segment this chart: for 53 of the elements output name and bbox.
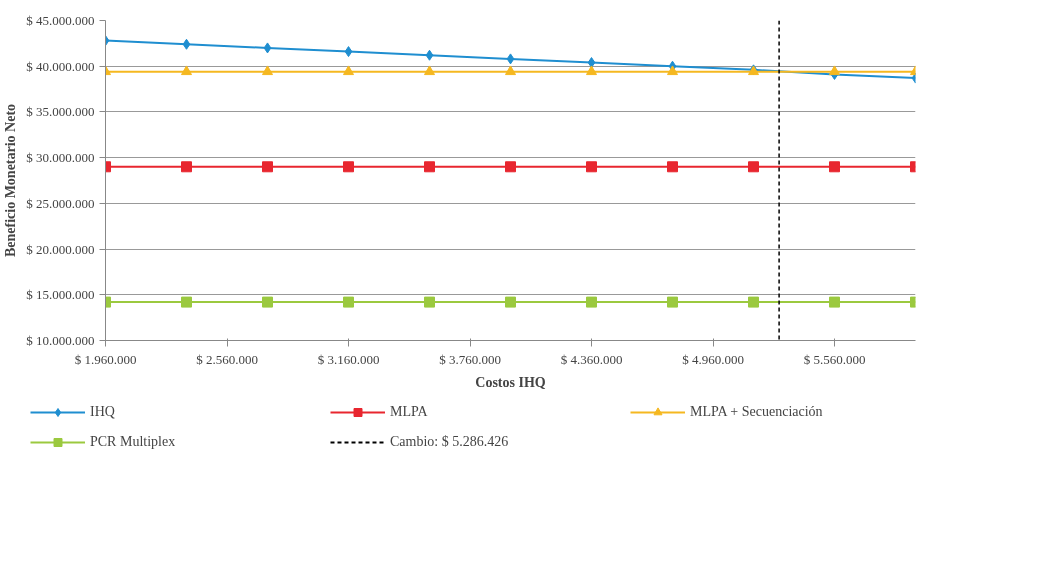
point (182, 38, 191, 50)
point (181, 65, 192, 76)
x-tick-label: $ 4.960.000 (682, 351, 744, 367)
legend-label: PCR Multiplex (90, 434, 177, 450)
x-tick-label: $ 3.760.000 (439, 351, 501, 367)
point (829, 296, 840, 308)
point (748, 296, 759, 308)
point (505, 161, 516, 173)
point (425, 49, 434, 61)
point (424, 65, 435, 76)
legend-label: MLPA + Secuenciación (690, 404, 824, 420)
point (829, 65, 840, 76)
point (667, 65, 678, 76)
y-tick-label: $ 25.000.000 (26, 195, 95, 211)
point (505, 296, 516, 308)
point (586, 161, 597, 173)
point (344, 46, 353, 58)
x-tick-label: $ 2.560.000 (196, 351, 258, 367)
x-tick-label: $ 3.160.000 (317, 351, 380, 367)
y-tick-label: $ 10.000.000 (26, 333, 95, 348)
y-tick-label: $ 20.000.000 (26, 241, 95, 257)
point (506, 53, 515, 65)
point (586, 296, 597, 308)
point (829, 161, 840, 173)
x-tick-label: $ 1.960.000 (74, 351, 137, 367)
point (586, 65, 597, 76)
x-tick-label: $ 4.360.000 (560, 351, 623, 367)
legend-label: MLPA (390, 404, 429, 420)
point (343, 65, 354, 76)
x-axis-title: Costos IHQ (475, 374, 546, 390)
y-axis-title: Beneficio Monetario Neto (3, 103, 19, 258)
y-tick-label: $ 40.000.000 (26, 58, 95, 74)
point (181, 296, 192, 308)
point (343, 296, 354, 308)
point (262, 161, 273, 173)
x-tick-label: $ 5.560.000 (803, 351, 866, 367)
point (424, 296, 435, 308)
y-tick-label: $ 35.000.000 (26, 104, 95, 120)
y-tick-label: $ 45.000.000 (26, 13, 95, 28)
point (181, 161, 192, 173)
legend-label: Cambio: $ 5.286.426 (390, 434, 510, 450)
point (667, 296, 678, 308)
y-tick-label: $ 15.000.000 (26, 287, 95, 303)
legend-label: IHQ (90, 404, 116, 420)
point (343, 161, 354, 173)
y-tick-label: $ 30.000.000 (26, 150, 95, 166)
point (505, 65, 516, 76)
point (262, 296, 273, 308)
point (262, 65, 273, 76)
point (424, 161, 435, 173)
point (263, 42, 272, 54)
point (748, 161, 759, 173)
point (667, 161, 678, 173)
